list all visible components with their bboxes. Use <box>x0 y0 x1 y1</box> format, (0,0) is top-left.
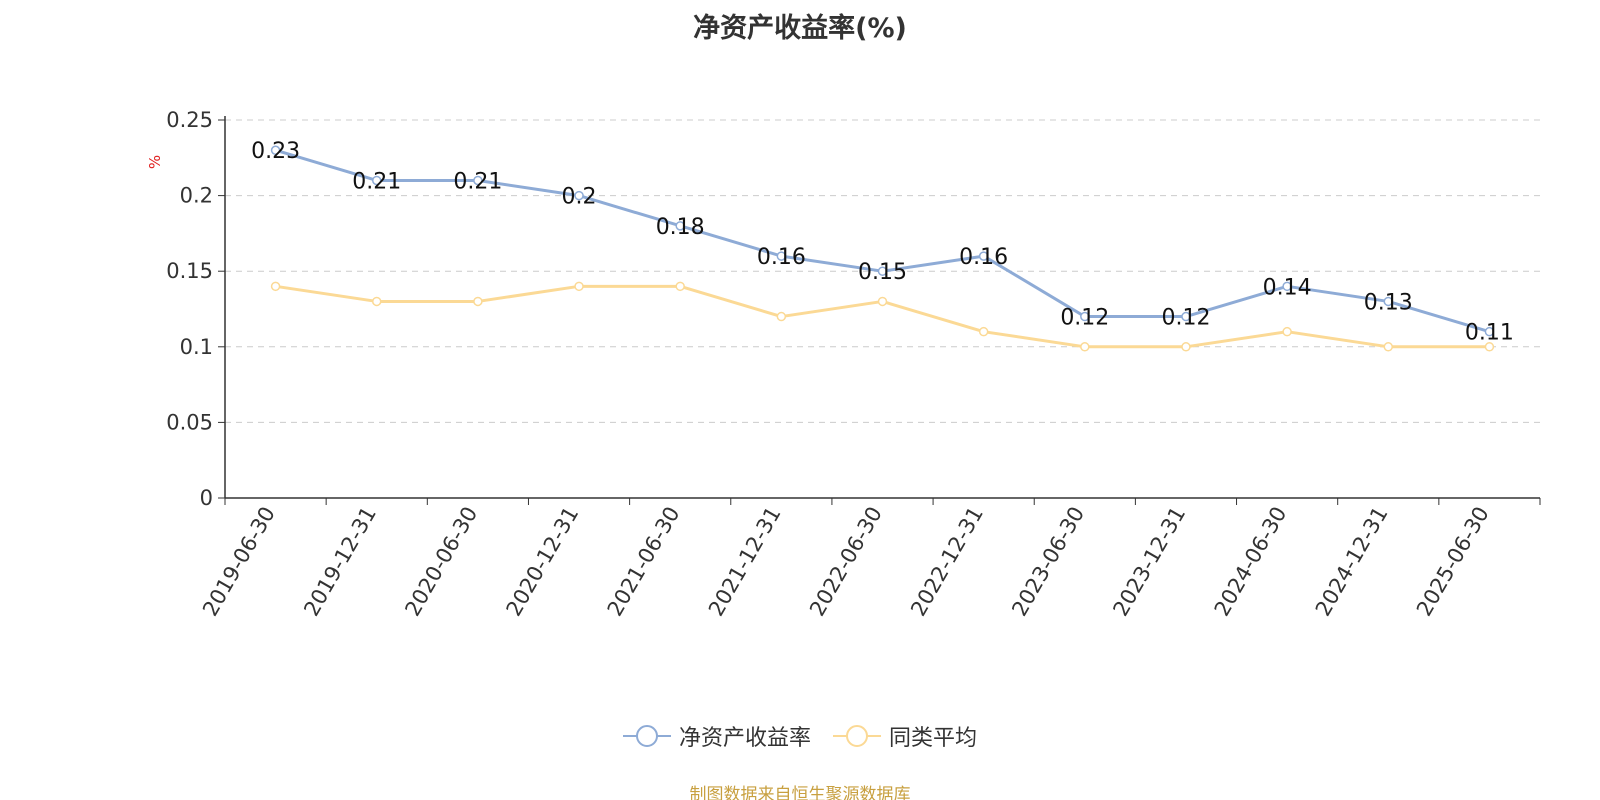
y-tick-label: 0.25 <box>166 108 213 132</box>
series-0-point <box>877 266 888 276</box>
data-label: 0.12 <box>1161 306 1210 331</box>
series-0-point <box>1484 326 1495 337</box>
y-tick-label: 0.05 <box>166 410 213 434</box>
x-tick-label: 2019-06-30 <box>198 503 280 621</box>
series-0-point <box>1181 311 1191 322</box>
series-0-point <box>270 145 281 155</box>
data-label: 0.14 <box>1263 275 1312 300</box>
x-tick-label: 2024-12-31 <box>1311 503 1393 621</box>
data-label: 0.16 <box>757 245 806 270</box>
x-tick-label: 2020-12-31 <box>502 503 584 621</box>
x-tick-label: 2023-12-31 <box>1108 503 1190 621</box>
series-1-point <box>371 296 382 307</box>
series-1-point <box>978 326 989 337</box>
y-axis-label: % <box>146 155 164 169</box>
x-tick-label: 2022-06-30 <box>805 503 887 621</box>
x-tick-label: 2023-06-30 <box>1007 503 1089 621</box>
legend-roe-line-icon <box>622 724 671 748</box>
series-1-point <box>776 311 787 322</box>
data-label: 0.21 <box>453 169 502 194</box>
series-0-point <box>574 190 584 201</box>
series-0-point <box>978 251 989 261</box>
chart-title: 净资产收益率(%) <box>693 13 907 44</box>
series-1-point <box>1080 342 1090 352</box>
data-label: 0.13 <box>1364 290 1413 315</box>
data-label: 0.21 <box>352 169 401 194</box>
data-label: 0.12 <box>1060 306 1109 331</box>
data-label: 0.18 <box>656 215 705 240</box>
series-1-point <box>574 281 584 292</box>
data-label: 0.23 <box>251 139 300 164</box>
series-1-point <box>270 281 281 292</box>
data-label: 0.11 <box>1465 321 1514 346</box>
legend-item-roe[interactable]: 净资产收益率 <box>622 720 811 752</box>
x-tick-label: 2019-12-31 <box>299 503 381 621</box>
y-tick-label: 0.15 <box>166 259 213 283</box>
series-1-point <box>877 296 888 307</box>
legend-item-peer-average[interactable]: 同类平均 <box>833 720 977 752</box>
series-0-point <box>675 221 685 231</box>
legend-peer-average-line-icon <box>833 724 881 748</box>
x-tick-label: 2020-06-30 <box>400 503 482 621</box>
legend-roe-label: 净资产收益率 <box>678 726 811 751</box>
series-1-point <box>1282 326 1292 337</box>
y-tick-label: 0.1 <box>180 335 213 359</box>
y-tick-label: 0 <box>200 486 213 510</box>
series-0-point <box>1383 296 1394 307</box>
chart-legend: 净资产收益率 同类平均 <box>0 720 1600 752</box>
x-tick-label: 2025-06-30 <box>1412 503 1494 621</box>
data-source-note: 制图数据来自恒生聚源数据库 <box>689 785 911 800</box>
series-1-point <box>473 296 483 307</box>
x-tick-label: 2022-12-31 <box>906 502 988 620</box>
series-0-point <box>776 251 787 261</box>
series-1-point <box>675 281 685 292</box>
data-label: 0.16 <box>959 245 1008 270</box>
x-tick-label: 2021-06-30 <box>603 503 685 621</box>
series-1-point <box>1383 342 1394 352</box>
y-tick-label: 0.2 <box>180 184 213 208</box>
x-tick-label: 2021-12-31 <box>704 503 786 621</box>
x-tick-label: 2024-06-30 <box>1210 503 1292 621</box>
series-1-point <box>1484 342 1495 352</box>
series-1-point <box>1181 342 1191 352</box>
legend-peer-average-label: 同类平均 <box>889 726 978 751</box>
data-label: 0.15 <box>858 260 907 285</box>
series-0-point <box>371 175 382 186</box>
series-0-point <box>1282 281 1292 292</box>
series-0-point <box>473 175 483 186</box>
data-label: 0.2 <box>562 185 597 210</box>
series-0-point <box>1080 311 1090 322</box>
